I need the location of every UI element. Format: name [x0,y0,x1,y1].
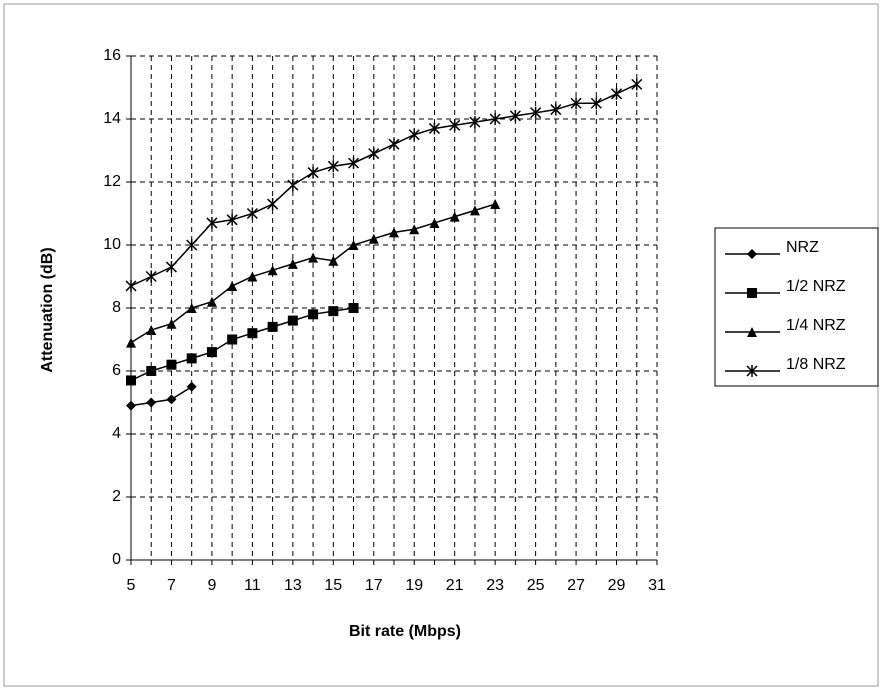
x-tick-label: 27 [567,577,585,594]
marker [186,381,197,392]
marker [146,397,157,408]
x-tick-label: 21 [446,577,464,594]
marker [146,366,157,376]
marker [747,288,757,298]
legend-label: NRZ [786,239,819,256]
legend-label: 1/8 NRZ [786,356,846,373]
marker [165,261,177,274]
marker [126,337,136,348]
marker [166,394,177,405]
marker [327,160,339,173]
y-tick-label: 8 [112,299,121,316]
y-tick-label: 4 [112,425,121,442]
marker [166,318,177,329]
x-tick-label: 31 [648,577,666,594]
marker [287,258,298,269]
marker [186,239,198,251]
marker [126,375,136,386]
marker [408,128,420,141]
marker [267,198,279,211]
y-tick-label: 16 [103,47,121,64]
x-tick-label: 11 [244,577,261,594]
x-tick-label: 25 [527,577,545,594]
marker [267,321,278,332]
marker [227,334,238,345]
marker [247,271,258,282]
marker [126,400,136,411]
y-tick-label: 2 [112,488,121,505]
y-tick-label: 10 [103,236,121,253]
marker [348,157,360,170]
marker [348,240,359,250]
marker [388,138,400,151]
marker [428,122,440,135]
marker [631,78,643,91]
marker [368,147,380,160]
marker [328,255,339,266]
marker [308,252,319,263]
marker [368,233,379,244]
marker [186,303,197,313]
marker [746,365,758,377]
x-tick-label: 13 [284,577,302,594]
legend-label: 1/2 NRZ [786,278,846,295]
marker [226,213,238,226]
series-line [130,386,193,407]
marker [747,327,757,337]
marker [509,109,521,122]
marker [287,315,298,326]
marker [247,328,258,339]
marker [308,309,319,320]
y-tick-label: 12 [103,173,121,190]
marker [206,296,217,307]
marker [611,87,623,100]
marker [227,280,238,291]
x-tick-label: 23 [486,577,504,594]
marker [166,359,177,370]
y-tick-label: 0 [112,551,121,568]
marker [449,119,461,132]
x-tick-label: 19 [405,577,423,594]
marker [146,325,157,336]
marker [429,217,440,228]
x-tick-label: 5 [127,577,136,594]
y-tick-label: 14 [103,110,121,127]
x-tick-label: 15 [324,577,342,594]
x-tick-label: 9 [207,577,216,594]
marker [747,249,757,259]
marker [206,216,218,229]
marker [490,199,501,210]
marker [246,207,258,220]
marker [186,353,197,364]
marker [570,97,582,110]
x-tick-label: 17 [365,577,383,594]
marker [449,211,460,222]
marker [206,347,217,358]
marker [489,113,501,125]
marker [125,279,137,292]
legend-label: 1/4 NRZ [786,317,846,334]
marker [287,179,299,192]
series-line [130,83,638,287]
marker [348,303,359,313]
marker [307,166,319,179]
marker [409,224,420,235]
marker [267,265,278,276]
marker [590,97,602,110]
x-axis-label: Bit rate (Mbps) [349,623,461,640]
marker [389,227,399,238]
marker [145,270,157,283]
y-axis-label: Attenuation (dB) [39,247,56,372]
marker [328,306,339,317]
x-tick-label: 7 [167,577,176,594]
series-line [130,307,354,382]
marker [530,106,542,119]
marker [469,205,480,216]
marker [550,103,562,116]
x-tick-label: 29 [608,577,626,594]
y-tick-label: 6 [112,362,121,379]
marker [469,116,481,129]
